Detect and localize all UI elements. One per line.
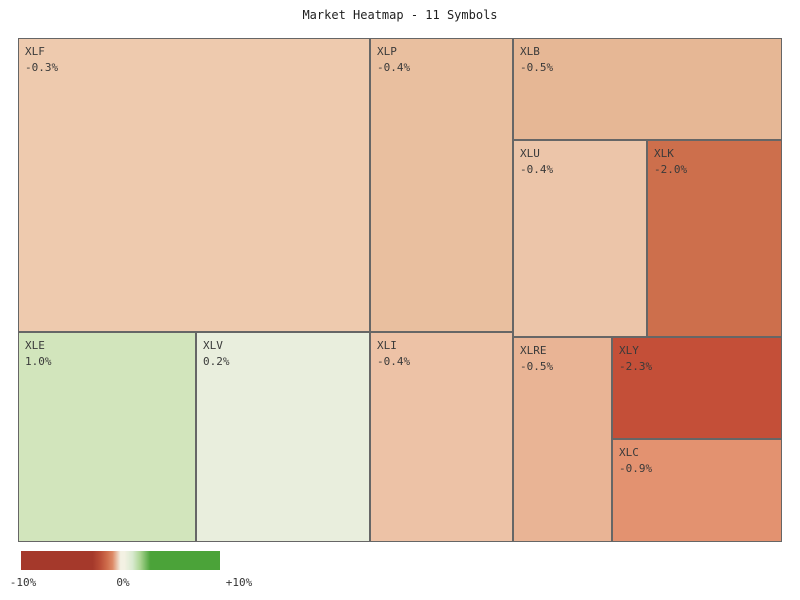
tile-symbol: XLE [25,339,45,352]
tile-symbol: XLP [377,45,397,58]
treemap-tile-xlb[interactable]: XLB -0.5% [513,38,782,140]
tile-change: 0.2% [203,355,230,368]
tile-change: -0.5% [520,61,554,74]
tile-change: -0.4% [377,61,411,74]
tile-change: -0.4% [377,355,411,368]
treemap-tile-xlu[interactable]: XLU -0.4% [513,140,647,337]
legend-max-label: +10% [225,576,253,589]
tile-change: -0.4% [520,163,554,176]
tile-change: 1.0% [25,355,52,368]
legend-mid-label: 0% [116,576,130,589]
tile-symbol: XLU [520,147,540,160]
tile-symbol: XLV [203,339,223,352]
treemap-tile-xlre[interactable]: XLRE -0.5% [513,337,612,542]
tile-symbol: XLF [25,45,45,58]
tile-change: -0.3% [25,61,59,74]
tile-symbol: XLI [377,339,397,352]
tile-symbol: XLY [619,344,639,357]
treemap-tile-xle[interactable]: XLE 1.0% [18,332,196,542]
treemap-tile-xlf[interactable]: XLF -0.3% [18,38,370,332]
treemap-tile-xli[interactable]: XLI -0.4% [370,332,513,542]
tile-symbol: XLK [654,147,674,160]
legend-min-label: -10% [9,576,37,589]
treemap-tile-xlc[interactable]: XLC -0.9% [612,439,782,542]
tile-change: -0.9% [619,462,653,475]
tile-symbol: XLC [619,446,639,459]
tile-change: -0.5% [520,360,554,373]
tile-change: -2.3% [619,360,653,373]
treemap-tile-xlp[interactable]: XLP -0.4% [370,38,513,332]
tile-symbol: XLB [520,45,540,58]
color-scale-legend [21,551,220,570]
treemap-tile-xlk[interactable]: XLK -2.0% [647,140,782,337]
tile-symbol: XLRE [520,344,547,357]
treemap-tile-xlv[interactable]: XLV 0.2% [196,332,370,542]
chart-title: Market Heatmap - 11 Symbols [302,8,498,22]
treemap-tile-xly[interactable]: XLY -2.3% [612,337,782,439]
tile-change: -2.0% [654,163,688,176]
